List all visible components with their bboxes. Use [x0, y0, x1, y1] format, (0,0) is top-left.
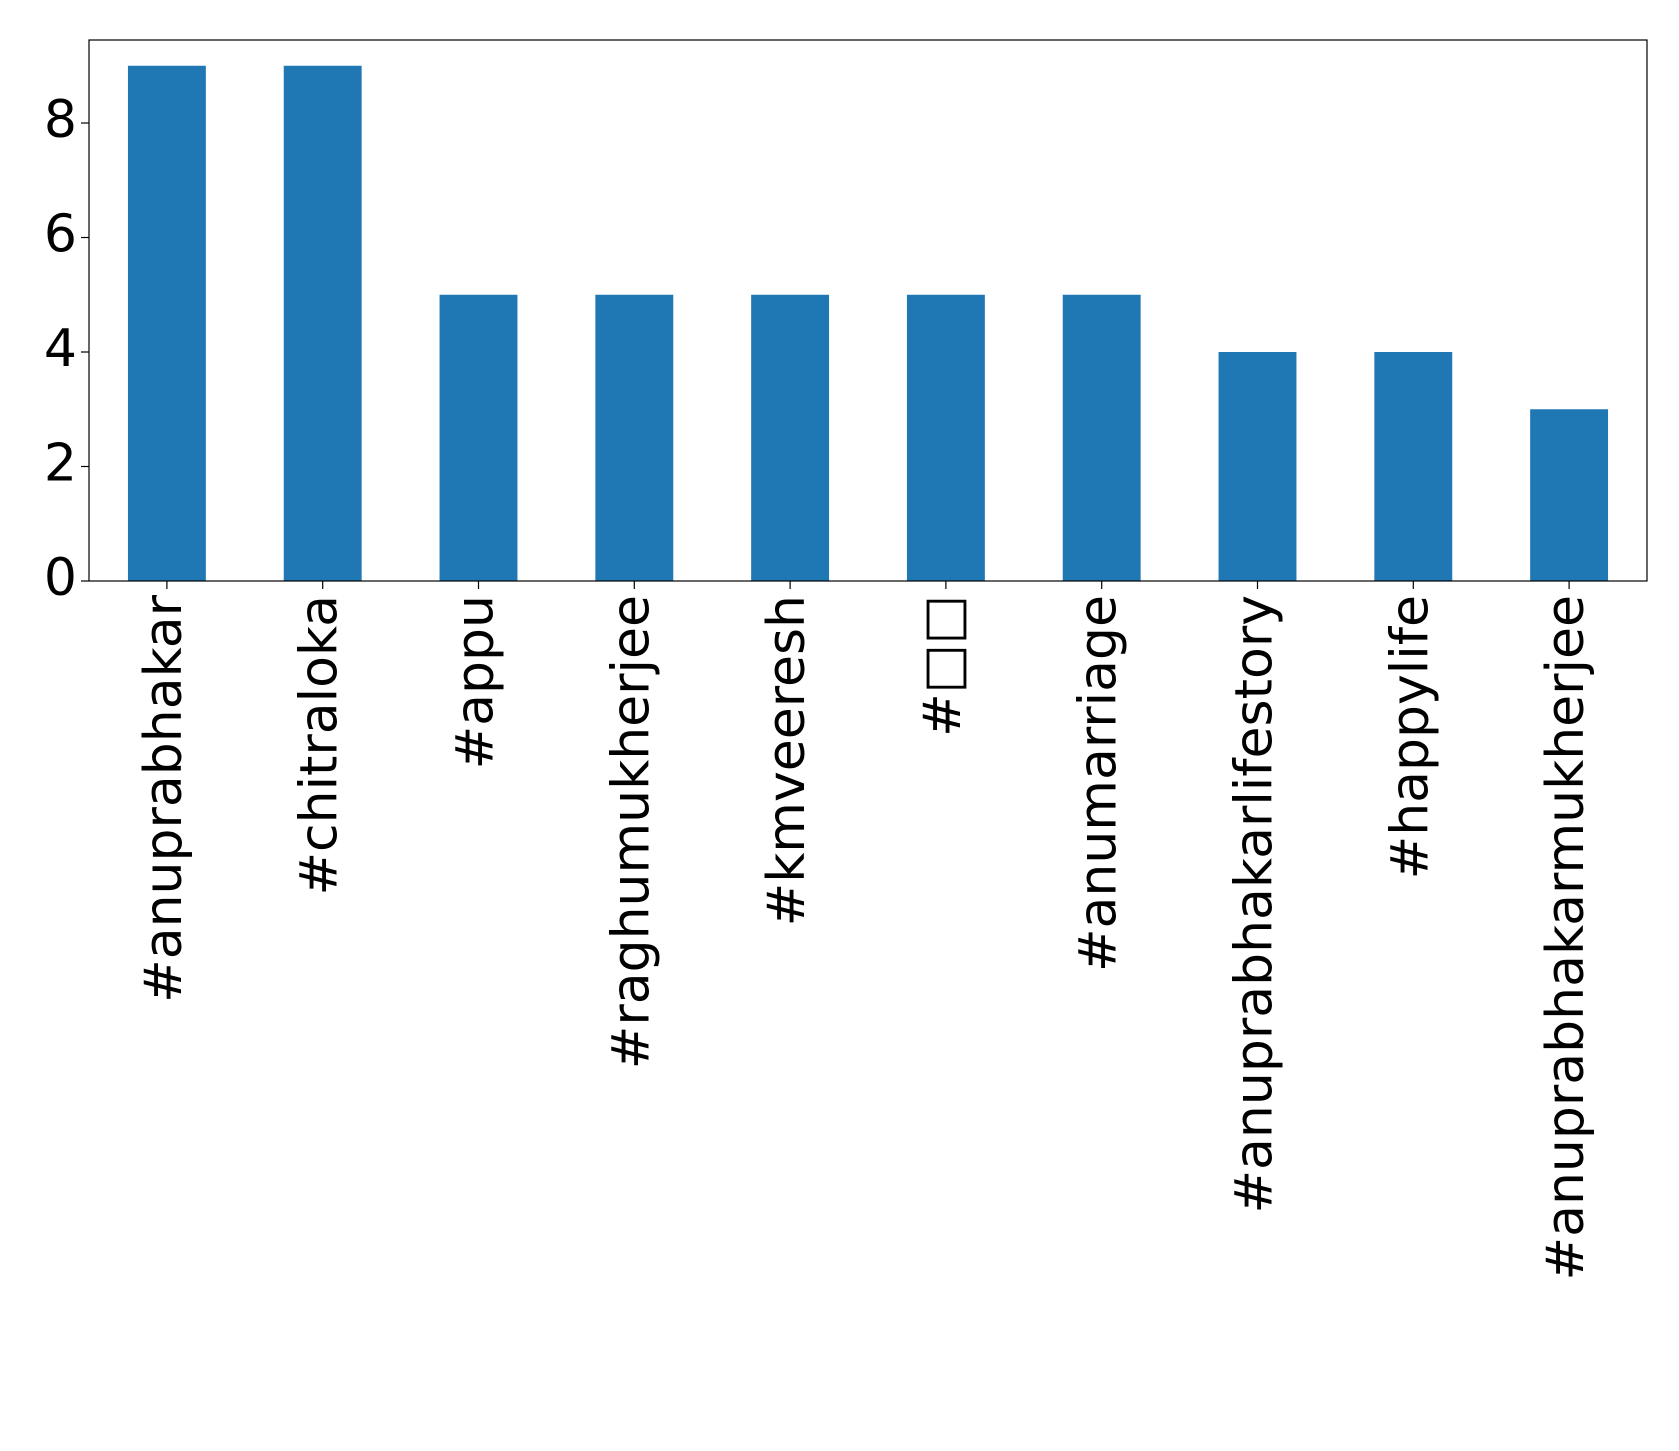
- y-tick-label: 4: [44, 319, 77, 379]
- y-tick-label: 8: [44, 90, 77, 150]
- x-tick-label: #raghumukherjee: [601, 595, 661, 1069]
- plot-frame: [88, 39, 1648, 582]
- bar: [283, 65, 362, 581]
- bar: [439, 294, 518, 581]
- x-tick-label: #anumarriage: [1069, 595, 1129, 972]
- bar: [1062, 294, 1141, 581]
- x-tick-label: #appu: [446, 595, 506, 769]
- x-tick-label: #anuprabhakarmukherjee: [1536, 595, 1596, 1280]
- bar: [1218, 352, 1297, 581]
- bar: [595, 294, 674, 581]
- y-tick-label: 2: [44, 434, 77, 494]
- bar: [751, 294, 830, 581]
- x-tick-label: #□□: [913, 595, 973, 737]
- y-tick-label: 0: [44, 548, 77, 608]
- x-tick-label: #chitraloka: [290, 595, 350, 896]
- y-tick-label: 6: [44, 205, 77, 265]
- x-tick-label: #kmveeresh: [757, 595, 817, 926]
- bar: [1530, 409, 1609, 581]
- x-tick-label: #anuprabhakar: [134, 594, 194, 1002]
- bar: [127, 65, 206, 581]
- bar: [906, 294, 985, 581]
- x-tick-label: #anuprabhakarlifestory: [1225, 595, 1285, 1214]
- bar: [1374, 352, 1453, 581]
- x-tick-label: #happylife: [1380, 595, 1440, 879]
